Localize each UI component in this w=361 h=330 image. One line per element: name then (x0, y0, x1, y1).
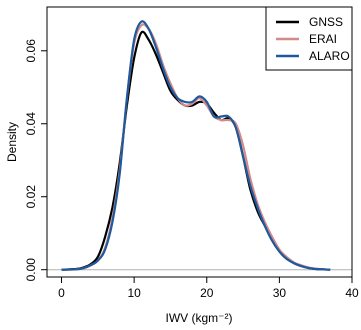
x-tick-label: 40 (345, 286, 359, 300)
series-line-alaro (61, 20, 331, 271)
legend-label-gnss: GNSS (309, 15, 343, 29)
legend: GNSS ERAI ALARO (265, 6, 353, 71)
x-tick-label: 20 (200, 286, 214, 300)
x-axis-title: IWV (kgm⁻²) (166, 311, 233, 325)
y-tick-label: 0.04 (24, 112, 38, 136)
y-axis-title: Density (5, 122, 19, 162)
y-tick-label: 0.06 (24, 39, 38, 63)
axes: IWV (kgm⁻²) Density 0 10 20 30 40 0.00 0.02 0.0… (5, 6, 359, 325)
legend-label-erai: ERAI (309, 32, 337, 46)
legend-label-alaro: ALARO (309, 49, 350, 63)
x-tick-label: 30 (273, 286, 287, 300)
x-tick-label: 0 (58, 286, 65, 300)
plot-frame (46, 6, 353, 278)
y-tick-label: 0.00 (24, 258, 38, 282)
x-tick-label: 10 (127, 286, 141, 300)
y-tick-label: 0.02 (24, 185, 38, 209)
plot-area (47, 20, 352, 271)
